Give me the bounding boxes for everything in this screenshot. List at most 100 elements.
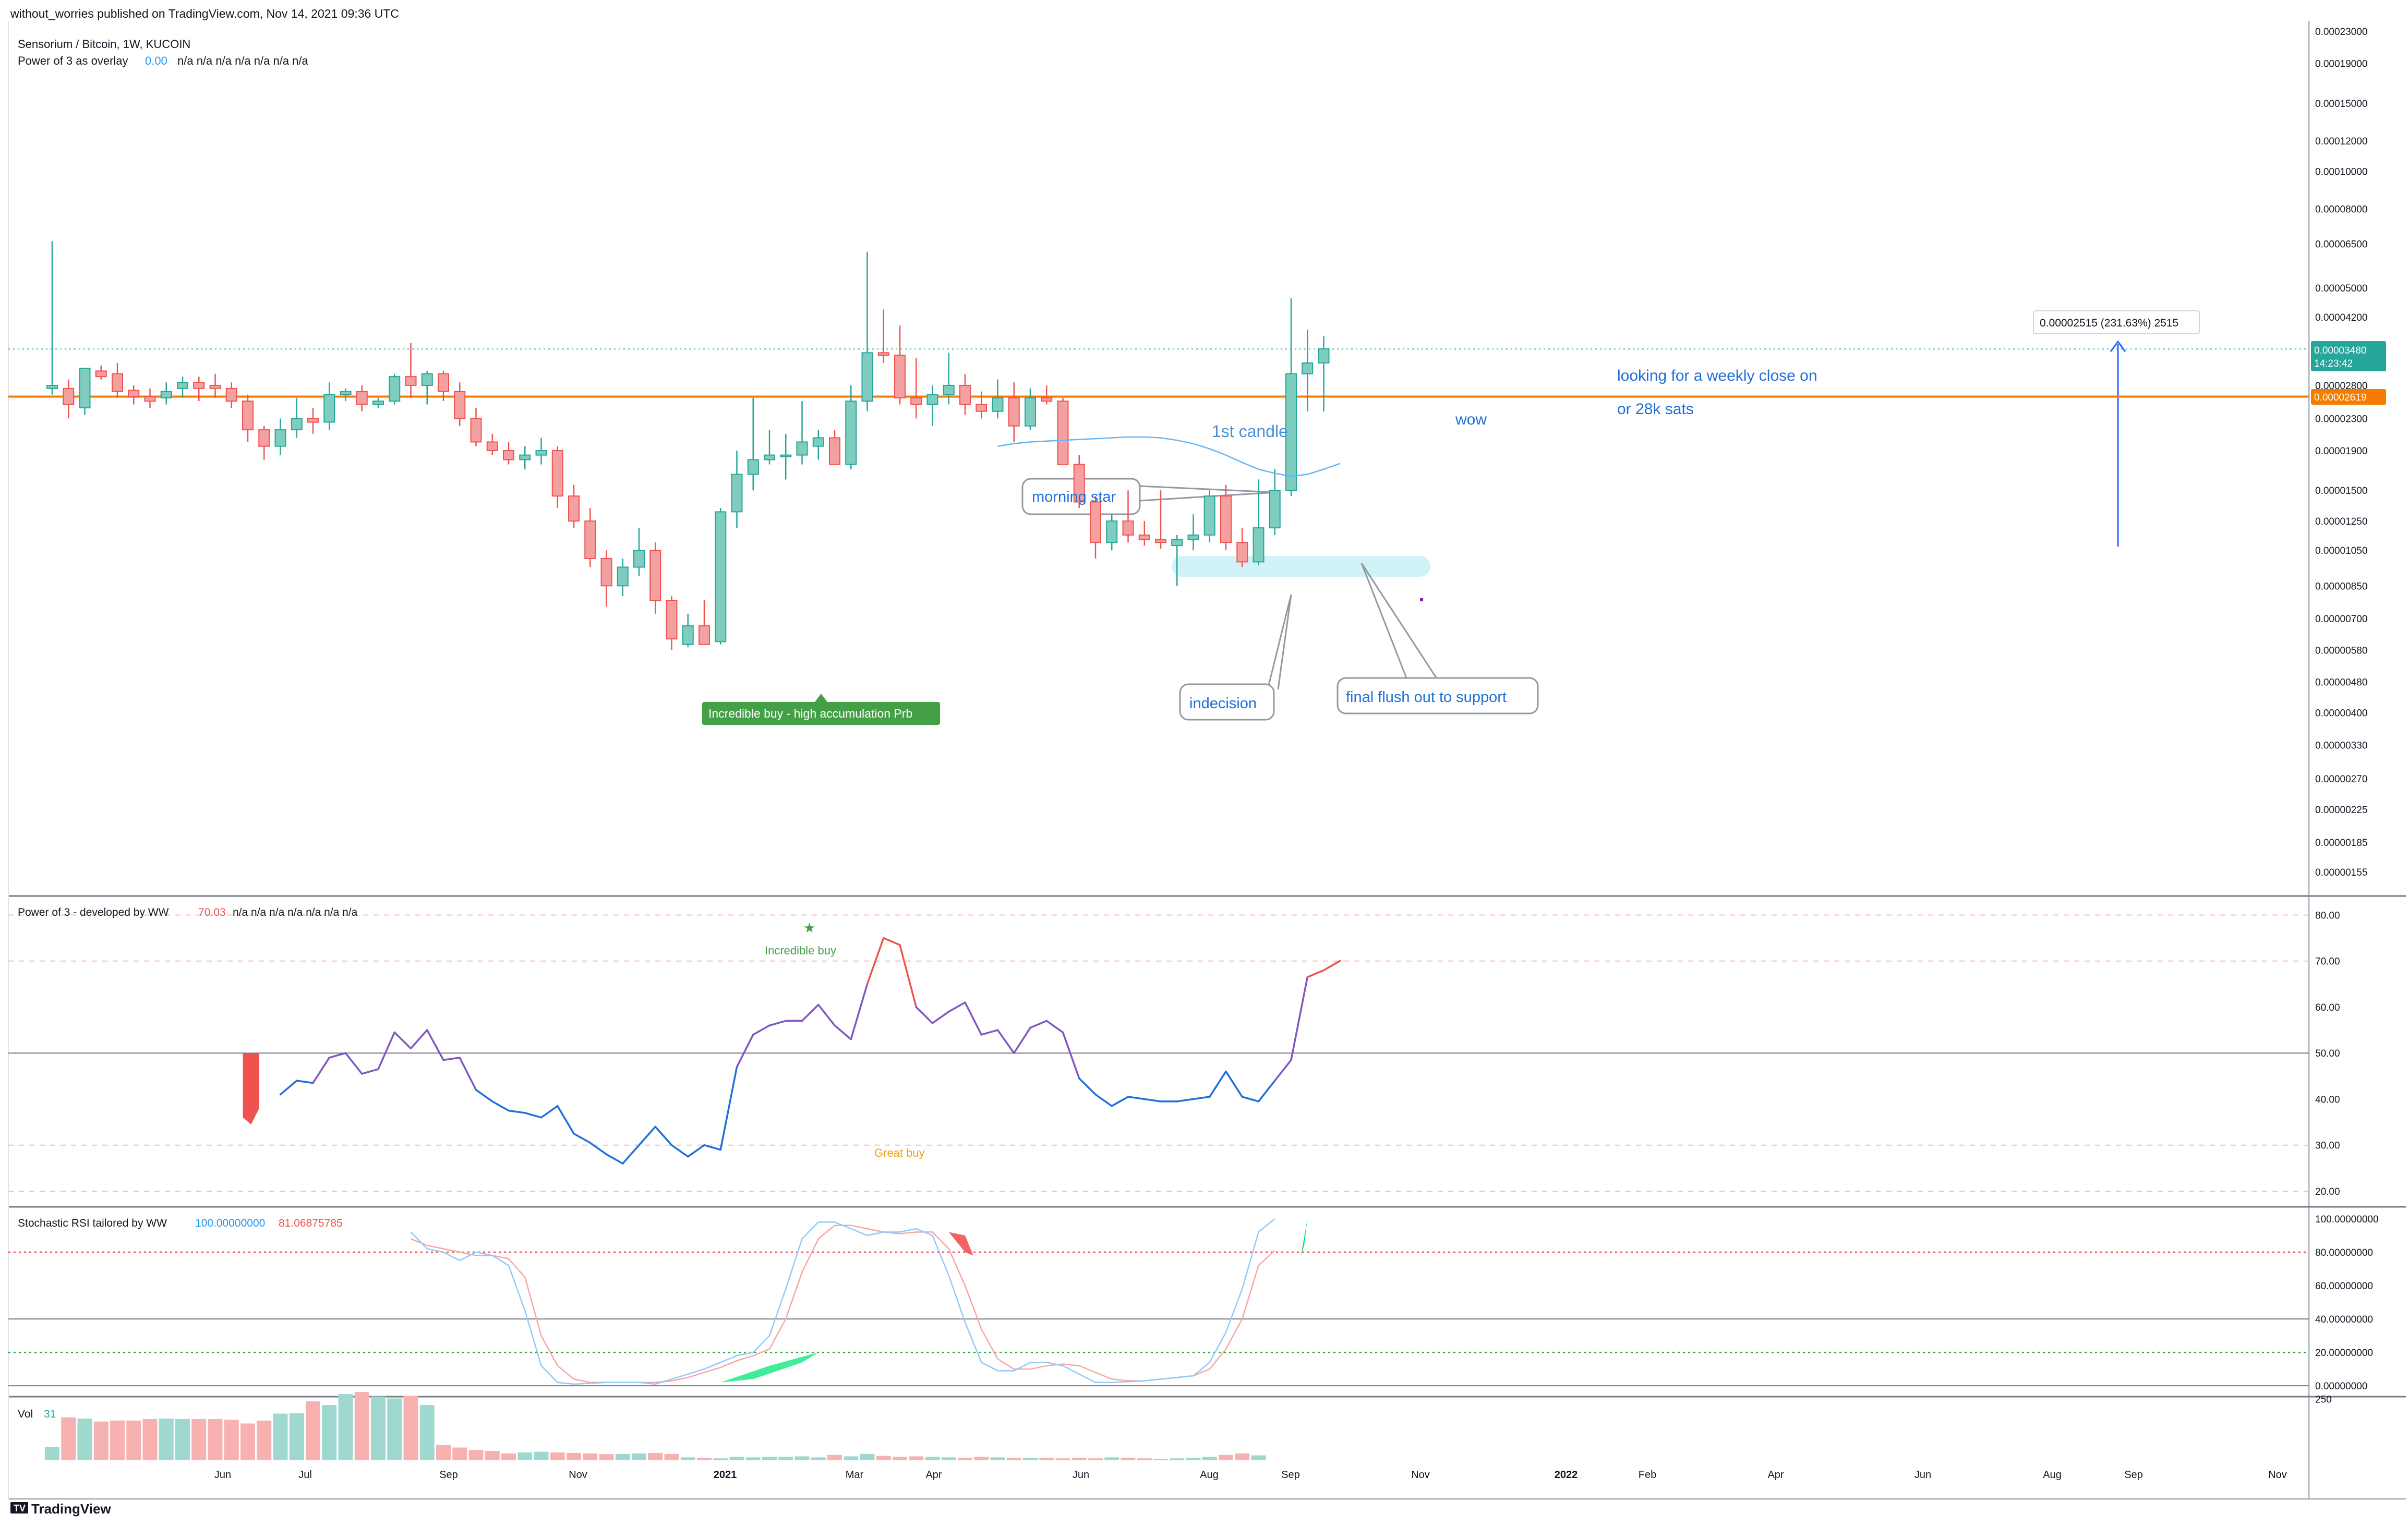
- volume-bar: [615, 1454, 630, 1460]
- volume-bar: [240, 1423, 255, 1460]
- time-tick-label: Sep: [1281, 1469, 1300, 1481]
- candle-body: [291, 418, 303, 431]
- time-tick-label: Jul: [298, 1469, 312, 1481]
- candle-body: [845, 401, 857, 465]
- candle-body: [177, 382, 188, 389]
- stoch-rsi-tick-label: 80.00000000: [2315, 1248, 2373, 1258]
- time-tick-label: 2021: [714, 1469, 737, 1481]
- volume-bar: [778, 1457, 793, 1460]
- time-axis[interactable]: Jun Jul Sep Nov 2021 Mar Apr Jun Aug Sep Nov 2022 Fe…: [214, 1469, 2287, 1481]
- candle-body: [976, 404, 988, 412]
- candle-body: [209, 384, 221, 389]
- stoch-rsi-value-1: 100.00000000: [195, 1217, 265, 1229]
- power-of-3-line-segment: [964, 1001, 982, 1036]
- price-axis[interactable]: 0.00023000 0.00019000 0.00015000 0.00012000…: [2315, 27, 2367, 878]
- overlay-indicator-label: Power of 3 as overlay: [18, 54, 128, 67]
- volume-bar: [745, 1457, 761, 1460]
- candle-body: [731, 474, 743, 513]
- volume-bar: [599, 1454, 614, 1460]
- power-of-3-line-segment: [605, 1153, 624, 1165]
- power-of-3-line-segment: [899, 944, 917, 1008]
- power-of-3-line-segment: [980, 1029, 999, 1036]
- power-of-3-line-segment: [948, 1001, 966, 1013]
- moving-average-line: [997, 436, 1341, 477]
- candle-body: [1318, 348, 1330, 364]
- power-of-3-line-segment: [850, 983, 869, 1040]
- volume-bar: [208, 1419, 223, 1460]
- stoch-rsi-value-2: 81.06875785: [279, 1217, 343, 1229]
- price-tick-label: 0.00001250: [2315, 516, 2367, 527]
- volume-bar: [860, 1454, 875, 1460]
- volume-bar: [371, 1396, 386, 1460]
- volume-bar: [1219, 1455, 1233, 1460]
- volume-bar: [273, 1413, 288, 1460]
- volume-bar: [387, 1398, 402, 1460]
- time-tick-label: 2022: [1555, 1469, 1578, 1481]
- price-tick-label: 0.00002300: [2315, 414, 2367, 425]
- volume-bar: [306, 1401, 320, 1460]
- volume-bar: [1202, 1457, 1217, 1460]
- volume-bar: [762, 1457, 777, 1460]
- volume-bar: [142, 1419, 158, 1460]
- power-of-3-line-segment: [540, 1105, 559, 1119]
- volume-bar: [338, 1394, 353, 1460]
- power-of-3-line-segment: [1013, 1026, 1031, 1054]
- power-of-3-tick-label: 20.00: [2315, 1186, 2340, 1197]
- stoch-rsi-k-line: [410, 1218, 1275, 1385]
- volume-tick-label: 250: [2315, 1394, 2332, 1405]
- volume-bar: [713, 1458, 728, 1460]
- volume-bar: [1137, 1458, 1152, 1460]
- candle-body: [1253, 527, 1265, 563]
- volume-bar: [583, 1453, 598, 1460]
- support-price-value: 0.00002619: [2314, 392, 2366, 403]
- power-of-3-line-segment: [508, 1109, 526, 1114]
- power-of-3-line-segment: [459, 1057, 477, 1091]
- power-of-3-line-segment: [1290, 976, 1308, 1061]
- power-of-3-line-segment: [931, 1011, 950, 1024]
- candle-body: [1203, 495, 1215, 536]
- power-of-3-tick-label: 40.00: [2315, 1094, 2340, 1105]
- volume-bar: [1235, 1453, 1250, 1460]
- candle-body: [193, 382, 205, 389]
- volume-bar: [664, 1454, 679, 1460]
- price-tick-label: 0.00005000: [2315, 283, 2367, 294]
- weekly-close-line-2: or 28k sats: [1617, 401, 1694, 418]
- power-of-3-tick-label: 30.00: [2315, 1141, 2340, 1152]
- candle-body: [454, 391, 466, 419]
- candle-body: [372, 401, 384, 405]
- power-of-3-line-segment: [654, 1125, 673, 1146]
- power-of-3-line-segment: [573, 1132, 591, 1144]
- time-tick-label: Sep: [2124, 1469, 2143, 1481]
- power-of-3-line-segment: [1143, 1098, 1162, 1103]
- final-flush-leader: [1360, 563, 1410, 684]
- candle-body: [1073, 464, 1085, 503]
- power-of-3-line-segment: [1094, 1093, 1113, 1107]
- price-tick-label: 0.00012000: [2315, 136, 2367, 147]
- candle-body: [812, 437, 824, 447]
- candle-body: [79, 368, 91, 409]
- volume-bar: [159, 1419, 174, 1460]
- candle-body: [1122, 520, 1134, 536]
- purple-dot: [1420, 598, 1423, 601]
- volume-bar: [517, 1452, 533, 1460]
- incredible-buy-box: [702, 702, 940, 725]
- time-tick-label: Feb: [1639, 1469, 1656, 1481]
- wow-label: wow: [1455, 411, 1487, 428]
- power-of-3-line-segment: [915, 1006, 934, 1024]
- overlay-indicator-na: n/a n/a n/a n/a n/a n/a n/a: [177, 54, 309, 67]
- candle-body: [274, 429, 286, 447]
- price-tick-label: 0.00015000: [2315, 99, 2367, 110]
- candle-body: [764, 454, 775, 461]
- price-tick-label: 0.00000270: [2315, 774, 2367, 785]
- morning-star-leader: [1139, 485, 1276, 493]
- bar-countdown: 14:23:42: [2314, 358, 2353, 369]
- stoch-rsi-tick-label: 20.00000000: [2315, 1348, 2373, 1359]
- power-of-3-line-segment: [1322, 960, 1341, 972]
- volume-bar: [990, 1457, 1005, 1460]
- volume-bar: [1186, 1458, 1201, 1460]
- volume-bar: [257, 1420, 272, 1460]
- power-of-3-line-segment: [426, 1029, 444, 1061]
- candle-body: [1220, 495, 1232, 543]
- candle-body: [649, 550, 661, 601]
